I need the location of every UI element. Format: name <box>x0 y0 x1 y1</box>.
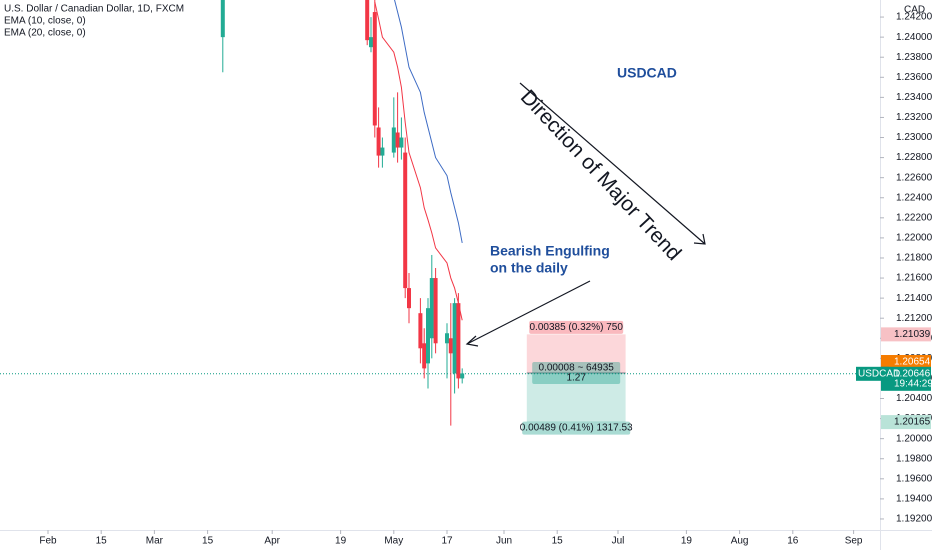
candle-body <box>429 278 434 339</box>
x-tick-label: 17 <box>441 536 453 547</box>
entry-price-label: 1.20654 <box>894 357 931 368</box>
y-tick-label: 1.21600 <box>896 273 932 284</box>
trend-arrow <box>519 82 706 245</box>
candle-body <box>376 127 381 156</box>
y-tick-label: 1.21400 <box>896 293 932 304</box>
y-tick-label: 1.22800 <box>896 152 932 163</box>
y-tick-label: 1.22000 <box>896 233 932 244</box>
trend-arrow-head <box>693 233 706 245</box>
countdown: 19:44:29 <box>894 378 932 389</box>
y-tick-label: 1.23000 <box>896 132 932 143</box>
x-tick-label: 19 <box>681 536 693 547</box>
candle-body <box>399 137 404 148</box>
candle-body <box>460 373 465 379</box>
candle-body <box>365 0 370 41</box>
ratio-label: 1.27 <box>566 373 586 384</box>
legend-entry: EMA (20, close, 0) <box>4 28 86 39</box>
y-tick-label: 1.19800 <box>896 453 932 464</box>
x-tick-label: Feb <box>39 536 57 547</box>
candle-body <box>456 303 461 379</box>
y-tick-label: 1.22400 <box>896 192 932 203</box>
x-tick-label: 19 <box>335 536 347 547</box>
y-tick-label: 1.22600 <box>896 172 932 183</box>
target-price-label-bg <box>881 415 931 430</box>
y-tick-label: 1.23200 <box>896 112 932 123</box>
pattern-arrow <box>466 280 591 345</box>
pattern-arrow-head <box>465 335 479 347</box>
x-tick-label: May <box>384 536 403 547</box>
reward-zone <box>526 373 626 423</box>
last-price-bg <box>881 366 931 391</box>
ema-line <box>394 0 463 244</box>
legend-entry: EMA (10, close, 0) <box>4 16 86 27</box>
candle-body <box>395 132 400 148</box>
x-tick-label: Apr <box>264 536 280 547</box>
y-tick-label: 1.24200 <box>896 12 932 23</box>
candle-body <box>407 288 411 309</box>
y-tick-label: 1.21200 <box>896 313 932 324</box>
y-tick-label: 1.23800 <box>896 52 932 63</box>
x-tick-label: 15 <box>96 536 108 547</box>
target-price-label: 1.20165 <box>894 417 931 428</box>
y-tick-label: 1.23400 <box>896 92 932 103</box>
reward-label: 0.00489 (0.41%) 1317.53 <box>520 423 633 434</box>
currency-label: CAD <box>904 5 925 16</box>
y-tick-label: 1.24000 <box>896 32 932 43</box>
x-tick-label: 15 <box>552 536 564 547</box>
mid-label-bg <box>532 362 621 385</box>
symbol-tag-bg <box>856 366 889 381</box>
pattern-annotation: on the daily <box>490 260 568 276</box>
candle-body <box>380 147 385 156</box>
candle-body <box>452 303 457 374</box>
y-tick-label: 1.19600 <box>896 473 932 484</box>
x-tick-label: Jun <box>496 536 512 547</box>
y-tick-label: 1.19400 <box>896 494 932 505</box>
stop-price-label: 1.21039 <box>894 329 931 340</box>
x-tick-label: 15 <box>202 536 214 547</box>
candle-body <box>426 308 430 364</box>
risk-label-bg <box>529 320 624 334</box>
last-price-label: 1.20646 <box>894 368 931 379</box>
mid-label: 0.00008 ~ 64935 <box>539 363 615 374</box>
candle-body <box>403 152 408 289</box>
candle-body <box>422 343 427 369</box>
x-tick-label: Mar <box>146 536 164 547</box>
risk-label: 0.00385 (0.32%) 750 <box>529 322 623 333</box>
candle-body <box>418 313 423 349</box>
chart-title: U.S. Dollar / Canadian Dollar, 1D, FXCM <box>4 4 184 15</box>
x-tick-label: 16 <box>787 536 799 547</box>
candle-body <box>220 0 225 38</box>
candle-body <box>391 127 396 153</box>
risk-zone <box>526 334 626 374</box>
y-tick-label: 1.21800 <box>896 253 932 264</box>
candle-body <box>372 12 377 126</box>
candle-body <box>445 333 449 344</box>
x-tick-label: Aug <box>731 536 749 547</box>
y-tick-label: 1.20400 <box>896 393 932 404</box>
reward-label-bg <box>522 421 631 435</box>
y-tick-label: 1.19200 <box>896 514 932 525</box>
pattern-annotation: Bearish Engulfing <box>490 243 610 259</box>
candle-body <box>369 37 373 48</box>
ema-line <box>374 1 463 321</box>
symbol-annotation: USDCAD <box>617 65 677 81</box>
x-tick-label: Sep <box>845 536 863 547</box>
x-tick-label: Jul <box>612 536 625 547</box>
entry-price-label-bg <box>881 355 931 370</box>
y-tick-label: 1.23600 <box>896 72 932 83</box>
candle-body <box>448 338 453 354</box>
symbol-tag: USDCAD <box>858 368 900 379</box>
y-tick-label: 1.22200 <box>896 212 932 223</box>
stop-price-label-bg <box>881 327 931 342</box>
y-tick-label: 1.20000 <box>896 433 932 444</box>
candle-body <box>433 278 438 344</box>
